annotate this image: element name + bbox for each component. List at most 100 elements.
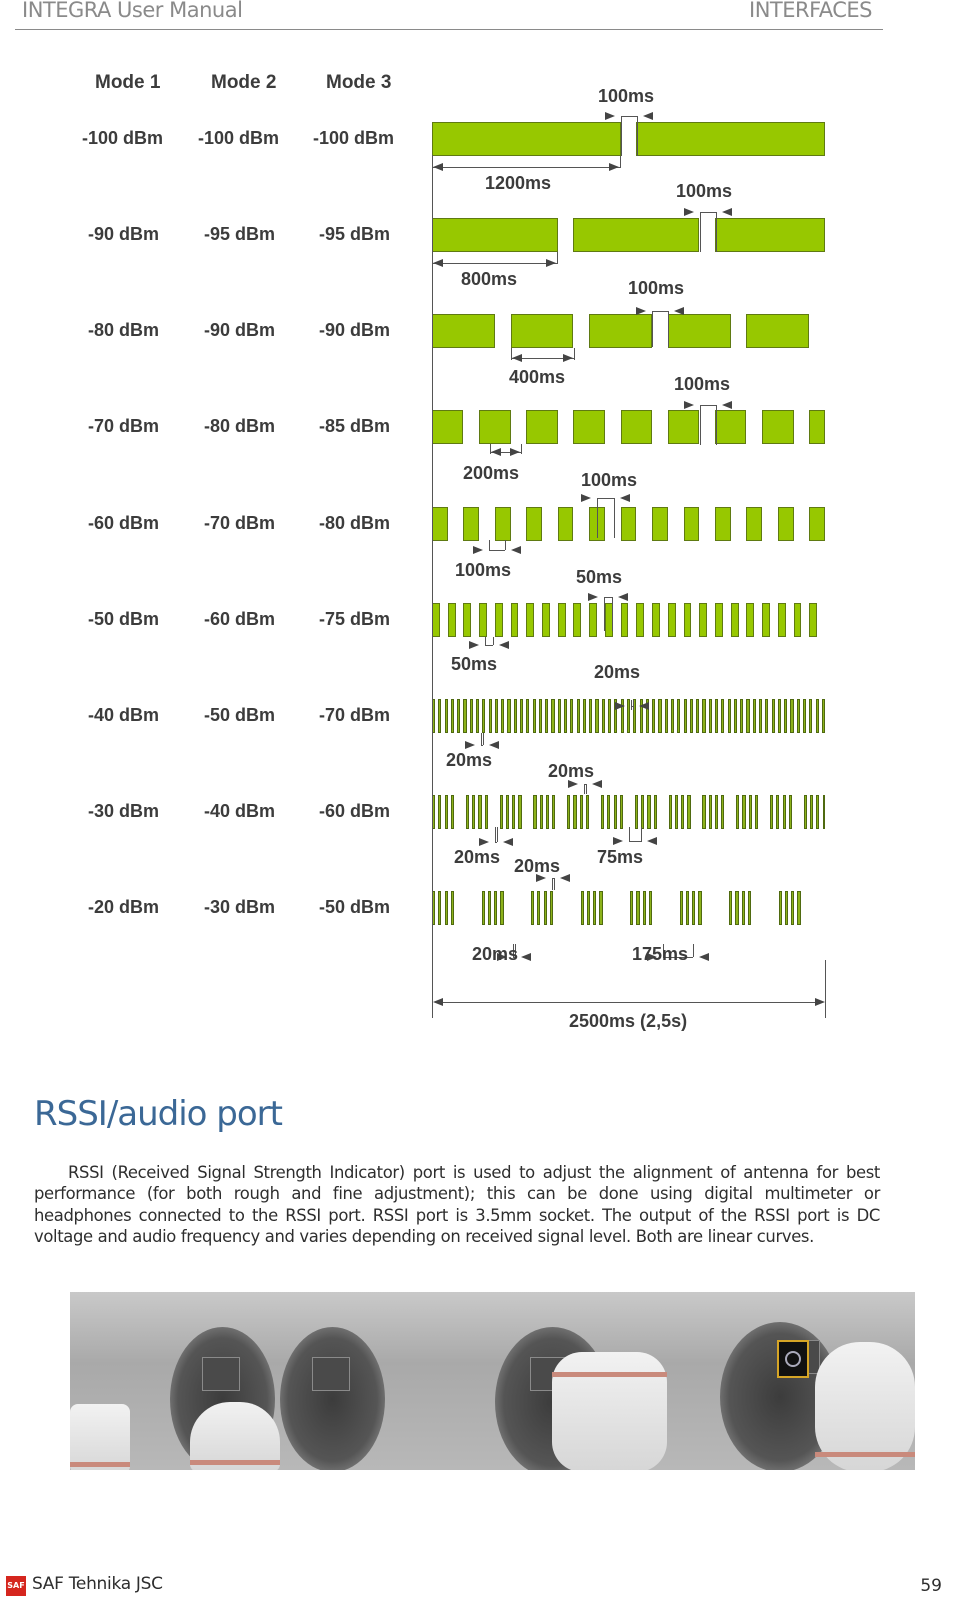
pulse (790, 699, 794, 733)
pulse (670, 699, 675, 733)
dimension-line (432, 167, 620, 168)
pulse (687, 795, 691, 829)
pulse (476, 699, 480, 733)
arrow-left-icon (618, 593, 628, 601)
extension-line (652, 311, 653, 347)
pulse (526, 699, 530, 733)
extension-line (633, 700, 634, 710)
level-row2-mode3: -90 dBm (319, 320, 391, 340)
pulse (708, 699, 712, 733)
pulse (667, 410, 700, 444)
pulse (463, 507, 480, 541)
pulse (777, 507, 794, 541)
pulse (776, 795, 780, 829)
pulse (542, 603, 550, 637)
pulse (432, 218, 558, 252)
extension-line (557, 252, 558, 264)
level-row5-mode1: -50 dBm (88, 609, 160, 629)
pulse (714, 795, 719, 829)
pulse (518, 795, 522, 829)
pulse (465, 795, 469, 829)
pulse (494, 507, 511, 541)
pulse (730, 603, 739, 637)
dimension-line (652, 311, 668, 312)
pulse (469, 699, 473, 733)
pulse (582, 699, 587, 733)
pulse (742, 795, 746, 829)
arrow-left-icon (647, 837, 657, 845)
extension-line (716, 212, 717, 252)
pulse (809, 507, 825, 541)
extension-line (620, 156, 621, 168)
pulse (736, 795, 740, 829)
arrow-left-icon (499, 641, 509, 649)
group-gap-label-row8: 175ms (632, 944, 689, 964)
mode-2-header: Mode 2 (211, 72, 277, 93)
arrow-right-icon (636, 307, 646, 315)
pulse (652, 699, 656, 733)
pulse (526, 410, 558, 444)
gap-label-row0: 100ms (598, 86, 655, 106)
rssi-beep-diagram: Mode 1 Mode 2 Mode 3 -100 dBm -100 dBm -10… (82, 72, 826, 1031)
extension-line (584, 784, 585, 794)
pulse (545, 795, 550, 829)
pulse (658, 699, 662, 733)
mode-3-header: Mode 3 (326, 72, 392, 93)
pulse (782, 795, 786, 829)
pulse (444, 891, 448, 925)
arrow-right-icon (568, 780, 578, 788)
pulse (652, 603, 660, 637)
dimension-line (481, 745, 483, 746)
pulse (551, 699, 555, 733)
pulse (479, 410, 511, 444)
device-ports-photo (70, 1292, 915, 1470)
pulse (630, 891, 634, 925)
pulse (647, 795, 651, 829)
extension-line (489, 540, 490, 550)
pulse (463, 603, 472, 637)
gap-label-row5-bottom: 50ms (451, 654, 498, 674)
pulse (674, 795, 678, 829)
arrow-right-icon (497, 953, 507, 961)
extension-line (493, 637, 494, 645)
arrow-right-icon (563, 354, 573, 362)
extension-line (614, 498, 615, 538)
pulse (793, 603, 802, 637)
pulse (543, 891, 547, 925)
dimension-line (604, 597, 612, 598)
level-row7-mode2: -40 dBm (204, 801, 276, 821)
extension-line (637, 116, 638, 156)
rssi-socket-highlight (777, 1340, 809, 1378)
pulse (570, 699, 574, 733)
time-axis-start-line (432, 155, 433, 1018)
pulse (607, 795, 611, 829)
gap-label-row3: 100ms (674, 374, 731, 394)
arrow-right-icon (536, 874, 546, 882)
pulse (557, 507, 574, 541)
extension-line (511, 348, 512, 360)
dimension-line (700, 405, 716, 406)
arrow-left-icon (699, 953, 709, 961)
pulse (619, 795, 623, 829)
dimension-line (597, 498, 614, 499)
pulse (484, 795, 488, 829)
pulse (714, 603, 723, 637)
pulse (721, 795, 725, 829)
level-row6-mode1: -40 dBm (88, 705, 160, 725)
extension-line (554, 878, 555, 890)
dimension-line (495, 842, 497, 843)
arrow-left-icon (639, 702, 649, 710)
pulse (727, 699, 731, 733)
arrow-right-icon (473, 546, 483, 554)
on-label-row1: 800ms (461, 269, 518, 289)
pulse (488, 699, 492, 733)
pulse (520, 699, 524, 733)
gap-label-row7: 20ms (548, 761, 595, 781)
gap-label-row5: 50ms (576, 567, 623, 587)
arrow-left-icon (503, 838, 513, 846)
dimension-line (490, 452, 521, 453)
pulse (679, 891, 683, 925)
pulse (809, 699, 813, 733)
level-row8-mode1: -20 dBm (88, 897, 160, 917)
pulse (613, 795, 617, 829)
